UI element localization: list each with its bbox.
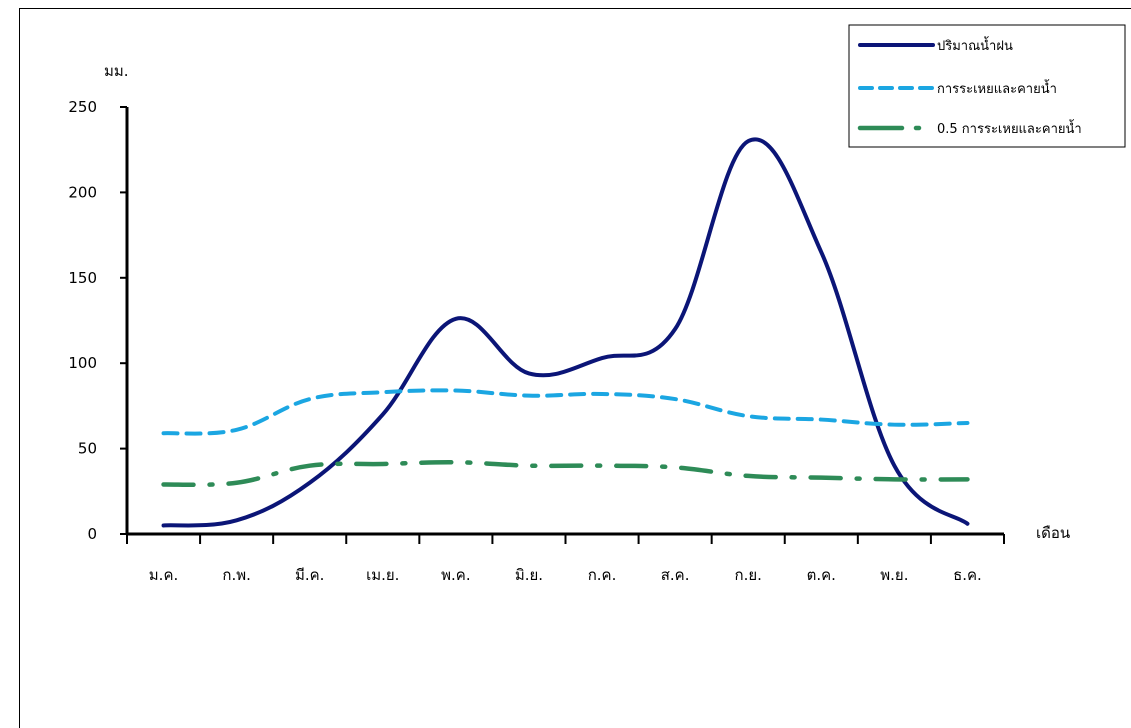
series-1-point <box>380 390 385 395</box>
series-1-point <box>526 393 531 398</box>
series-1-point <box>453 388 458 393</box>
x-tick-label: ต.ค. <box>807 566 836 584</box>
series-2-point <box>161 482 166 487</box>
series-2-point <box>819 475 824 480</box>
y-tick-label: 200 <box>68 183 97 201</box>
series-1-point <box>673 397 678 402</box>
x-tick-label: ก.พ. <box>222 566 251 584</box>
x-tick-label: ก.ค. <box>588 566 617 584</box>
series-2-point <box>965 477 970 482</box>
series-0-point <box>600 356 605 361</box>
series-2-point <box>453 460 458 465</box>
x-tick-label: ธ.ค. <box>953 566 982 584</box>
series-2-point <box>673 465 678 470</box>
series-0-point <box>819 250 824 255</box>
series-2-point <box>380 461 385 466</box>
series-1-point <box>819 417 824 422</box>
x-tick-label: เม.ย. <box>366 566 399 584</box>
x-tick-label: พ.ค. <box>441 566 470 584</box>
x-tick-label: พ.ย. <box>880 566 908 584</box>
series-0-point <box>234 518 239 523</box>
series-0-point <box>380 412 385 417</box>
y-tick-label: 50 <box>78 440 97 458</box>
series-1-point <box>161 431 166 436</box>
x-ticks: ม.ค. ก.พ. มี.ค. เม.ย. พ.ค. มิ.ย. ก.ค. ส.ค. ก.ย. ต… <box>126 534 1005 584</box>
series-0-point <box>746 139 751 144</box>
x-tick-label: ม.ค. <box>149 566 178 584</box>
x-tick-label: ส.ค. <box>661 566 690 584</box>
x-axis-label: เดือน <box>1036 524 1070 542</box>
y-tick-label: 250 <box>68 98 97 116</box>
y-ticks: 0 50 100 150 200 250 <box>68 98 127 543</box>
y-axis-unit-label: มม. <box>104 62 129 80</box>
series-2-point <box>307 463 312 468</box>
axes <box>125 107 1004 536</box>
series-1-point <box>965 420 970 425</box>
series-0-point <box>307 480 312 485</box>
y-tick-label: 0 <box>87 525 97 543</box>
series-1-point <box>746 414 751 419</box>
legend-label-2: 0.5 การระเหยและคายน้ำ <box>937 119 1082 137</box>
series-2-point <box>234 480 239 485</box>
series-1-point <box>307 397 312 402</box>
series-0-point <box>526 371 531 376</box>
series-layer <box>161 137 970 528</box>
x-tick-label: ก.ย. <box>734 566 761 584</box>
legend-label-1: การระเหยและคายน้ำ <box>937 79 1057 97</box>
series-0-point <box>453 316 458 321</box>
series-line-0 <box>161 137 970 528</box>
x-tick-label: มิ.ย. <box>515 566 543 584</box>
series-0-point <box>673 327 678 332</box>
series-1-point <box>892 422 897 427</box>
y-tick-label: 150 <box>68 269 97 287</box>
series-line-2 <box>161 459 970 488</box>
y-tick-label: 100 <box>68 354 97 372</box>
series-1-point <box>600 391 605 396</box>
series-2-point <box>746 473 751 478</box>
series-line-1 <box>161 388 970 436</box>
series-0-point <box>965 521 970 526</box>
x-tick-label: มี.ค. <box>295 566 324 584</box>
series-0-point <box>161 523 166 528</box>
series-1-point <box>234 427 239 432</box>
legend-label-0: ปริมาณน้ำฝน <box>937 36 1013 54</box>
series-2-point <box>892 477 897 482</box>
series-2-point <box>600 463 605 468</box>
series-2-point <box>526 463 531 468</box>
series-0-point <box>892 463 897 468</box>
